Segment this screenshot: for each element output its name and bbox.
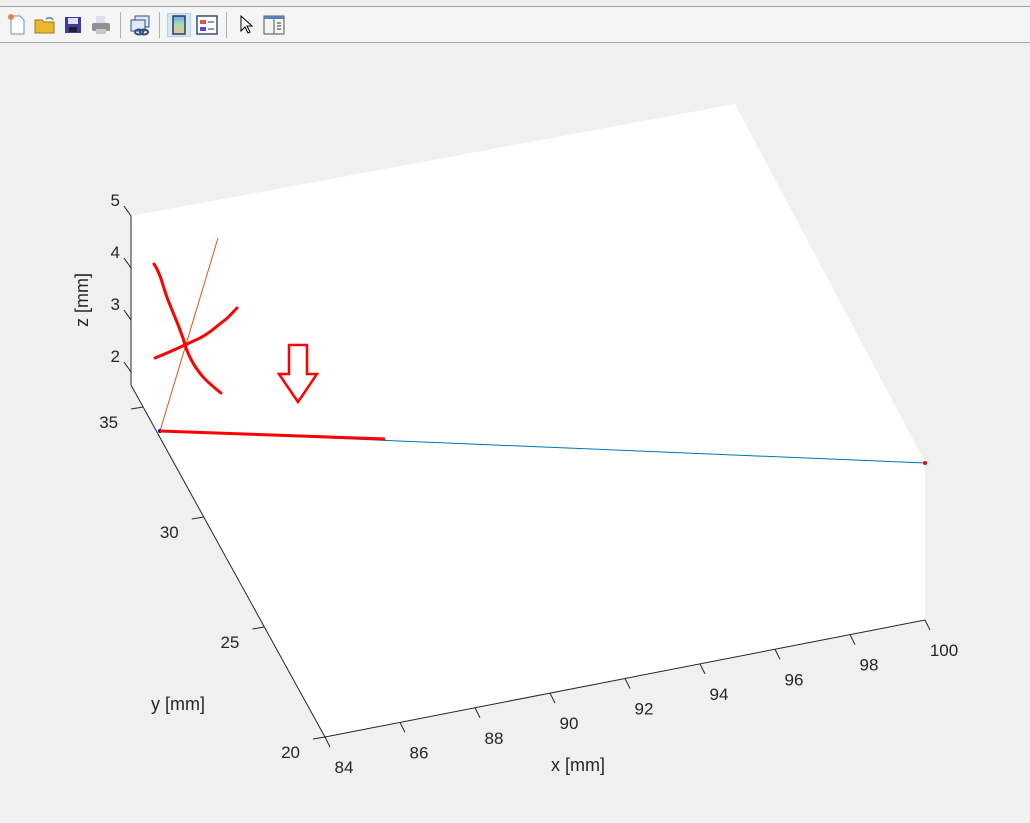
annotation-down-arrow	[276, 343, 320, 405]
print-button[interactable]	[89, 13, 113, 37]
figure-toolbar	[0, 7, 1030, 43]
axes-3d[interactable]: 2 3 4 5 20 25 30 35 84 86 88 90 92 94 96 98 100 z [mm]…	[0, 44, 1030, 823]
x-tick-label: 90	[560, 714, 579, 733]
colorbar-button[interactable]	[167, 12, 191, 37]
x-tick-mark	[924, 619, 931, 631]
axes-background	[131, 104, 925, 737]
z-tick-label: 5	[111, 191, 120, 210]
toolbar-separator	[226, 11, 227, 38]
y-tick-mark	[312, 736, 326, 740]
folder-open-icon	[34, 16, 55, 33]
x-tick-mark	[399, 722, 406, 733]
colorbar-icon	[172, 14, 186, 35]
y-tick-label: 20	[281, 743, 300, 762]
annotation-cross-stroke-2	[153, 306, 239, 360]
x-tick-label: 84	[335, 758, 354, 777]
x-tick-mark	[699, 663, 706, 675]
y-tick-label: 25	[220, 633, 239, 652]
edit-plot-button[interactable]	[234, 13, 258, 37]
y-tick-mark	[252, 626, 265, 630]
y-tick-mark	[191, 516, 204, 520]
z-tick-mark	[123, 361, 132, 373]
x-tick-label: 86	[410, 743, 429, 762]
panel-icon	[263, 15, 285, 34]
x-tick-mark	[549, 692, 556, 704]
link-plot-button[interactable]	[128, 13, 152, 37]
x-tick-mark	[774, 649, 781, 660]
x-tick-mark	[324, 736, 331, 748]
y-axis-line	[130, 384, 326, 738]
z-tick-mark	[123, 257, 132, 269]
property-inspector-button[interactable]	[262, 13, 286, 37]
window-border	[0, 6, 1030, 7]
z-axis-label: z [mm]	[72, 273, 92, 327]
z-tick-label: 3	[111, 295, 120, 314]
z-tick-label: 2	[111, 347, 120, 366]
link-windows-icon	[130, 15, 150, 35]
open-file-button[interactable]	[33, 13, 57, 37]
x-axis-label: x [mm]	[551, 755, 605, 775]
legend-icon	[196, 14, 218, 35]
series-line-orange	[159, 237, 219, 432]
y-tick-label: 35	[99, 413, 118, 432]
x-tick-mark	[474, 707, 481, 718]
x-tick-label: 98	[860, 656, 879, 675]
y-tick-label: 30	[160, 523, 179, 542]
annotation-underline	[159, 429, 386, 441]
y-axis-label: y [mm]	[151, 694, 205, 714]
legend-button[interactable]	[195, 13, 219, 37]
arrow-cursor-icon	[240, 14, 254, 34]
x-tick-label: 96	[785, 670, 804, 689]
toolbar-separator	[120, 11, 121, 38]
z-tick-mark	[123, 309, 132, 321]
y-tick-mark	[131, 406, 144, 410]
z-tick-label: 4	[111, 243, 120, 262]
x-tick-label: 94	[710, 685, 729, 704]
x-tick-mark	[849, 634, 856, 645]
x-tick-label: 100	[930, 641, 958, 660]
x-tick-label: 88	[485, 729, 504, 748]
toolbar-separator	[159, 11, 160, 38]
save-button[interactable]	[61, 13, 85, 37]
data-marker-end	[923, 461, 927, 465]
new-figure-button[interactable]	[5, 13, 29, 37]
save-disk-icon	[65, 16, 81, 33]
z-tick-mark	[123, 205, 132, 217]
x-tick-mark	[624, 678, 631, 689]
new-file-icon	[8, 13, 25, 34]
x-tick-label: 92	[635, 700, 654, 719]
printer-icon	[92, 15, 110, 34]
